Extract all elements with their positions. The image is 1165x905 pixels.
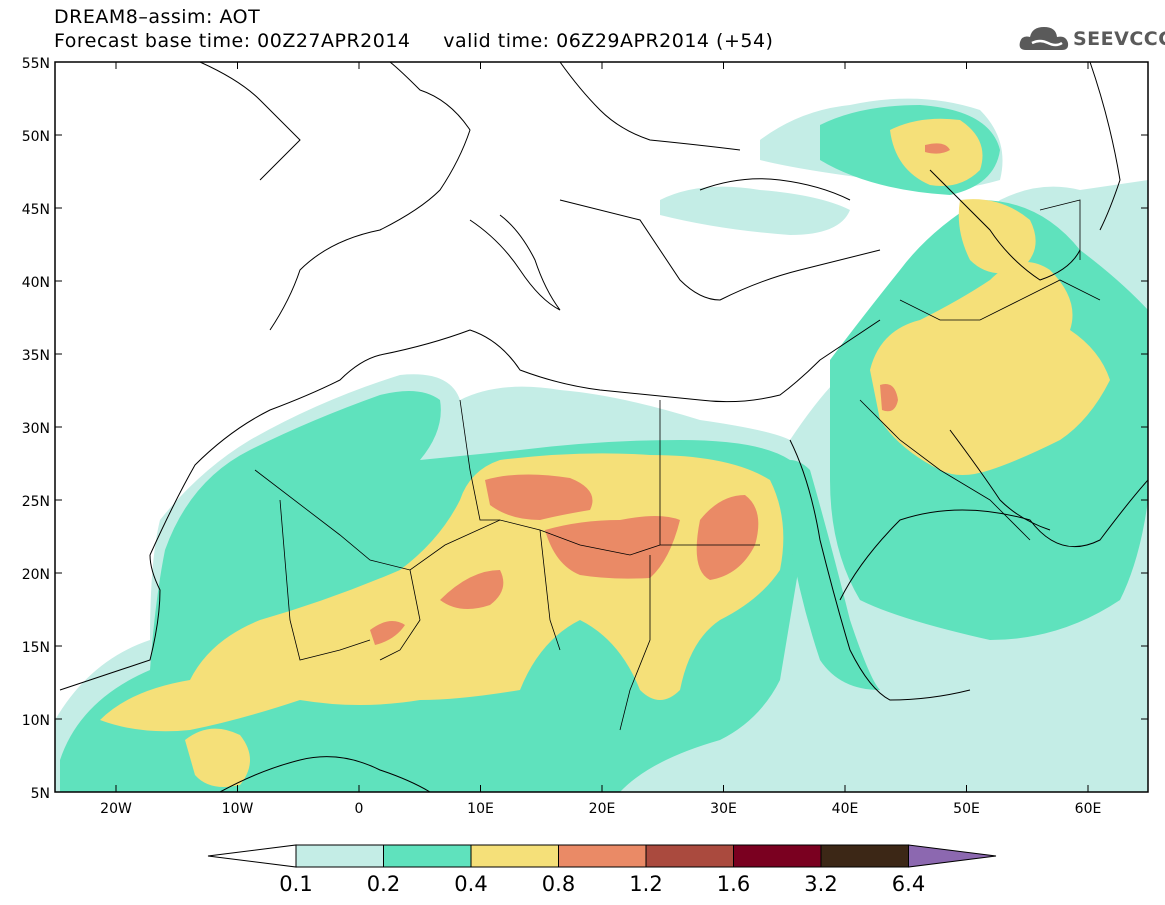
- lon-label: 0: [355, 801, 364, 817]
- colorbar-label: 1.6: [717, 872, 750, 896]
- lat-label: 50N: [22, 129, 50, 145]
- colorbar-label: 6.4: [892, 872, 925, 896]
- aot-band-0.8: [545, 516, 680, 579]
- country-borders: [254, 199, 1101, 731]
- seevccc-logo: SEEVCCC: [1018, 22, 1165, 58]
- colorbar-bin: [558, 844, 647, 868]
- lon-label: 30E: [710, 801, 737, 817]
- lat-label: 55N: [22, 56, 50, 72]
- logo-text: SEEVCCC: [1073, 28, 1165, 50]
- aot-band-0.8: [925, 143, 950, 154]
- aot-band-0.4: [185, 728, 250, 788]
- aot-band-0.1: [660, 186, 850, 235]
- lat-label: 20N: [22, 567, 50, 583]
- aot-band-0.8: [880, 384, 898, 412]
- lat-label: 35N: [22, 348, 50, 364]
- coastlines: [59, 62, 1148, 792]
- colorbar-bin: [820, 844, 909, 868]
- colorbar-label: 1.2: [629, 872, 662, 896]
- lat-label: 30N: [22, 421, 50, 437]
- lon-label: 20W: [100, 801, 132, 817]
- colorbar: 0.1 0.2 0.4 0.8 1.2 1.6 3.2 6.4: [207, 844, 997, 896]
- colorbar-bin: [733, 844, 822, 868]
- lon-label: 50E: [953, 801, 980, 817]
- colorbar-below-triangle: [207, 844, 297, 868]
- colorbar-bin: [645, 844, 734, 868]
- colorbar-label: 3.2: [804, 872, 837, 896]
- lat-label: 40N: [22, 275, 50, 291]
- colorbar-bin: [383, 844, 472, 868]
- colorbar-label: 0.2: [367, 872, 400, 896]
- colorbar-label: 0.1: [279, 872, 312, 896]
- lon-label: 20E: [589, 801, 616, 817]
- aot-band-0.8: [370, 621, 405, 645]
- lon-label: 40E: [832, 801, 859, 817]
- latitude-axis: 55N 50N 45N 40N 35N 30N 25N 20N 15N 10N 5N: [22, 56, 1148, 802]
- aot-band-0.8: [696, 495, 759, 580]
- colorbar-bin: [295, 844, 384, 868]
- longitude-axis: 20W 10W 0 10E 20E 30E 40E 50E 60E: [100, 62, 1101, 817]
- aot-field: [55, 98, 1148, 792]
- colorbar-label: 0.4: [454, 872, 487, 896]
- aot-band-0.2: [770, 460, 880, 690]
- colorbar-label: 0.8: [542, 872, 575, 896]
- colorbar-above-triangle: [908, 844, 997, 868]
- lat-label: 15N: [22, 640, 50, 656]
- cloud-icon: [1019, 27, 1069, 50]
- lat-label: 5N: [31, 786, 50, 802]
- colorbar-bin: [470, 844, 559, 868]
- lat-label: 45N: [22, 202, 50, 218]
- aot-band-0.8: [485, 474, 593, 520]
- aot-band-0.8: [440, 570, 504, 609]
- lat-label: 25N: [22, 494, 50, 510]
- lon-label: 10E: [467, 801, 494, 817]
- forecast-time-line: Forecast base time: 00Z27APR2014 valid t…: [54, 30, 774, 52]
- lat-label: 10N: [22, 713, 50, 729]
- lon-label: 60E: [1075, 801, 1102, 817]
- map-title: DREAM8–assim: AOT: [54, 6, 261, 28]
- lon-label: 10W: [222, 801, 254, 817]
